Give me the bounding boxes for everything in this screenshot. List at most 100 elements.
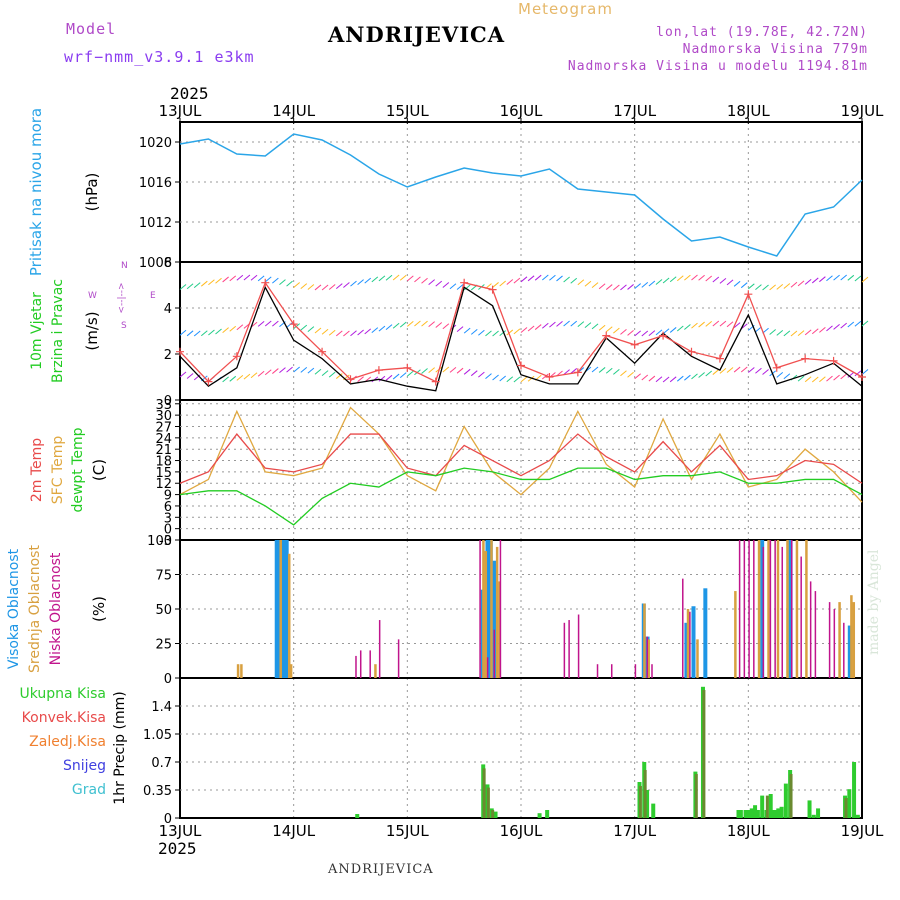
precip-bar	[355, 814, 360, 818]
wind-barb	[563, 369, 570, 376]
wind-barb	[776, 371, 784, 378]
cloud-bar	[850, 595, 853, 678]
wind-barb	[243, 373, 251, 380]
temp-title-1: 2m Temp	[29, 438, 45, 502]
wind-barb	[634, 330, 641, 337]
cloud-bar	[490, 540, 493, 678]
wind-barb	[186, 330, 194, 337]
cloud-bar	[359, 650, 362, 678]
y-tick-label: 9	[164, 489, 172, 504]
pressure-line	[179, 133, 863, 257]
wind-barb	[556, 275, 563, 282]
wind-barb	[314, 284, 322, 291]
wind-barb	[300, 324, 308, 331]
pressure-title: Pritisak na nivou mora	[27, 108, 45, 276]
wind-barb	[655, 376, 663, 383]
precip-unit: 1hr Precip (mm)	[112, 691, 128, 804]
wind-barb	[328, 371, 336, 378]
temp-title-2: SFC Temp	[50, 436, 66, 505]
compass-label: <--|-->	[117, 282, 127, 313]
wind-title-2: Brzina i Pravac	[50, 279, 66, 383]
wind-barb	[691, 373, 698, 380]
wind-barb	[541, 274, 549, 281]
dewpt-line	[179, 467, 863, 526]
wind-barb	[549, 274, 556, 281]
wind-barb	[279, 279, 286, 285]
cloud-bar	[651, 664, 653, 678]
y-tick-label: 6	[164, 256, 172, 271]
wind-unit: (m/s)	[83, 311, 101, 350]
wind-barb	[350, 280, 357, 287]
wind-barb	[613, 284, 620, 291]
wind-barb	[193, 282, 201, 288]
precip-bar	[844, 798, 848, 818]
wind-gust-marker	[232, 352, 241, 361]
wind-barb	[570, 320, 578, 327]
wind-barb	[733, 280, 741, 287]
cloud-bar	[596, 664, 599, 678]
wind-barb	[463, 284, 471, 291]
wind-barb	[286, 280, 293, 287]
precip-bar	[783, 783, 788, 818]
cloud-title-low: Niska Oblacnost	[48, 552, 64, 665]
meteogram-label: Meteogram	[518, 0, 613, 18]
wind-barb	[506, 329, 514, 336]
day-label-bottom: 15JUL	[386, 822, 429, 840]
sfc-temp-line	[179, 406, 863, 503]
wind-barb	[662, 328, 670, 335]
wind-barb	[257, 321, 265, 327]
wind-barb	[605, 367, 613, 374]
wind-barb	[591, 323, 599, 330]
y-tick-label: 12	[155, 477, 172, 492]
wind-gust-marker	[772, 363, 781, 372]
precip-bar	[753, 805, 758, 818]
wind-barb	[733, 322, 741, 329]
wind-gust-marker	[801, 354, 810, 363]
precip-bar	[743, 810, 748, 818]
y-tick-label: 1016	[139, 176, 172, 191]
wind-barb	[485, 330, 492, 337]
wind-barb	[648, 280, 656, 287]
precip-bar	[755, 810, 760, 818]
wind-barb	[364, 328, 372, 335]
wind-barb	[407, 321, 414, 327]
wind-gust-marker	[289, 320, 298, 329]
wind-barb	[790, 330, 798, 337]
cloud-bar	[495, 546, 499, 678]
y-tick-label: 18	[155, 455, 172, 470]
cloud-bar	[847, 625, 852, 678]
wind-barb	[492, 282, 499, 288]
wind-barb	[506, 279, 514, 285]
wind-barb	[385, 374, 393, 381]
wind-barb	[662, 277, 670, 284]
cloud-bar	[646, 636, 649, 678]
precip-legend-item: Ukupna Kisa	[19, 686, 106, 702]
wind-barb	[769, 284, 776, 291]
wind-gust-marker	[517, 361, 525, 370]
wind-barb	[705, 320, 713, 327]
cloud-bar	[684, 622, 689, 678]
wind-barb	[847, 371, 855, 378]
cloud-bar	[734, 591, 737, 678]
model-name: wrf−nmm_v3.9.1 e3km	[64, 48, 255, 66]
wind-barb	[364, 277, 372, 284]
precip-legend-item: Konvek.Kisa	[22, 710, 106, 726]
y-tick-label: 2	[164, 348, 172, 363]
wind-barb	[719, 367, 727, 374]
wind-barb	[584, 280, 592, 287]
cloud-bar	[748, 540, 750, 678]
wind-barb	[492, 330, 499, 337]
cloud-bar	[482, 540, 485, 678]
wind-barb	[371, 327, 379, 333]
cloud-bar	[647, 639, 650, 678]
precip-bar	[768, 794, 773, 818]
wind-barb	[392, 322, 400, 329]
wind-barb	[414, 276, 421, 283]
wind-barb	[200, 280, 208, 287]
wind-barb	[676, 275, 684, 282]
precip-bar	[537, 813, 542, 818]
wind-barb	[819, 276, 826, 283]
cloud-bar	[287, 553, 291, 678]
precip-bar	[760, 795, 765, 818]
wind-gust-marker	[460, 278, 469, 287]
